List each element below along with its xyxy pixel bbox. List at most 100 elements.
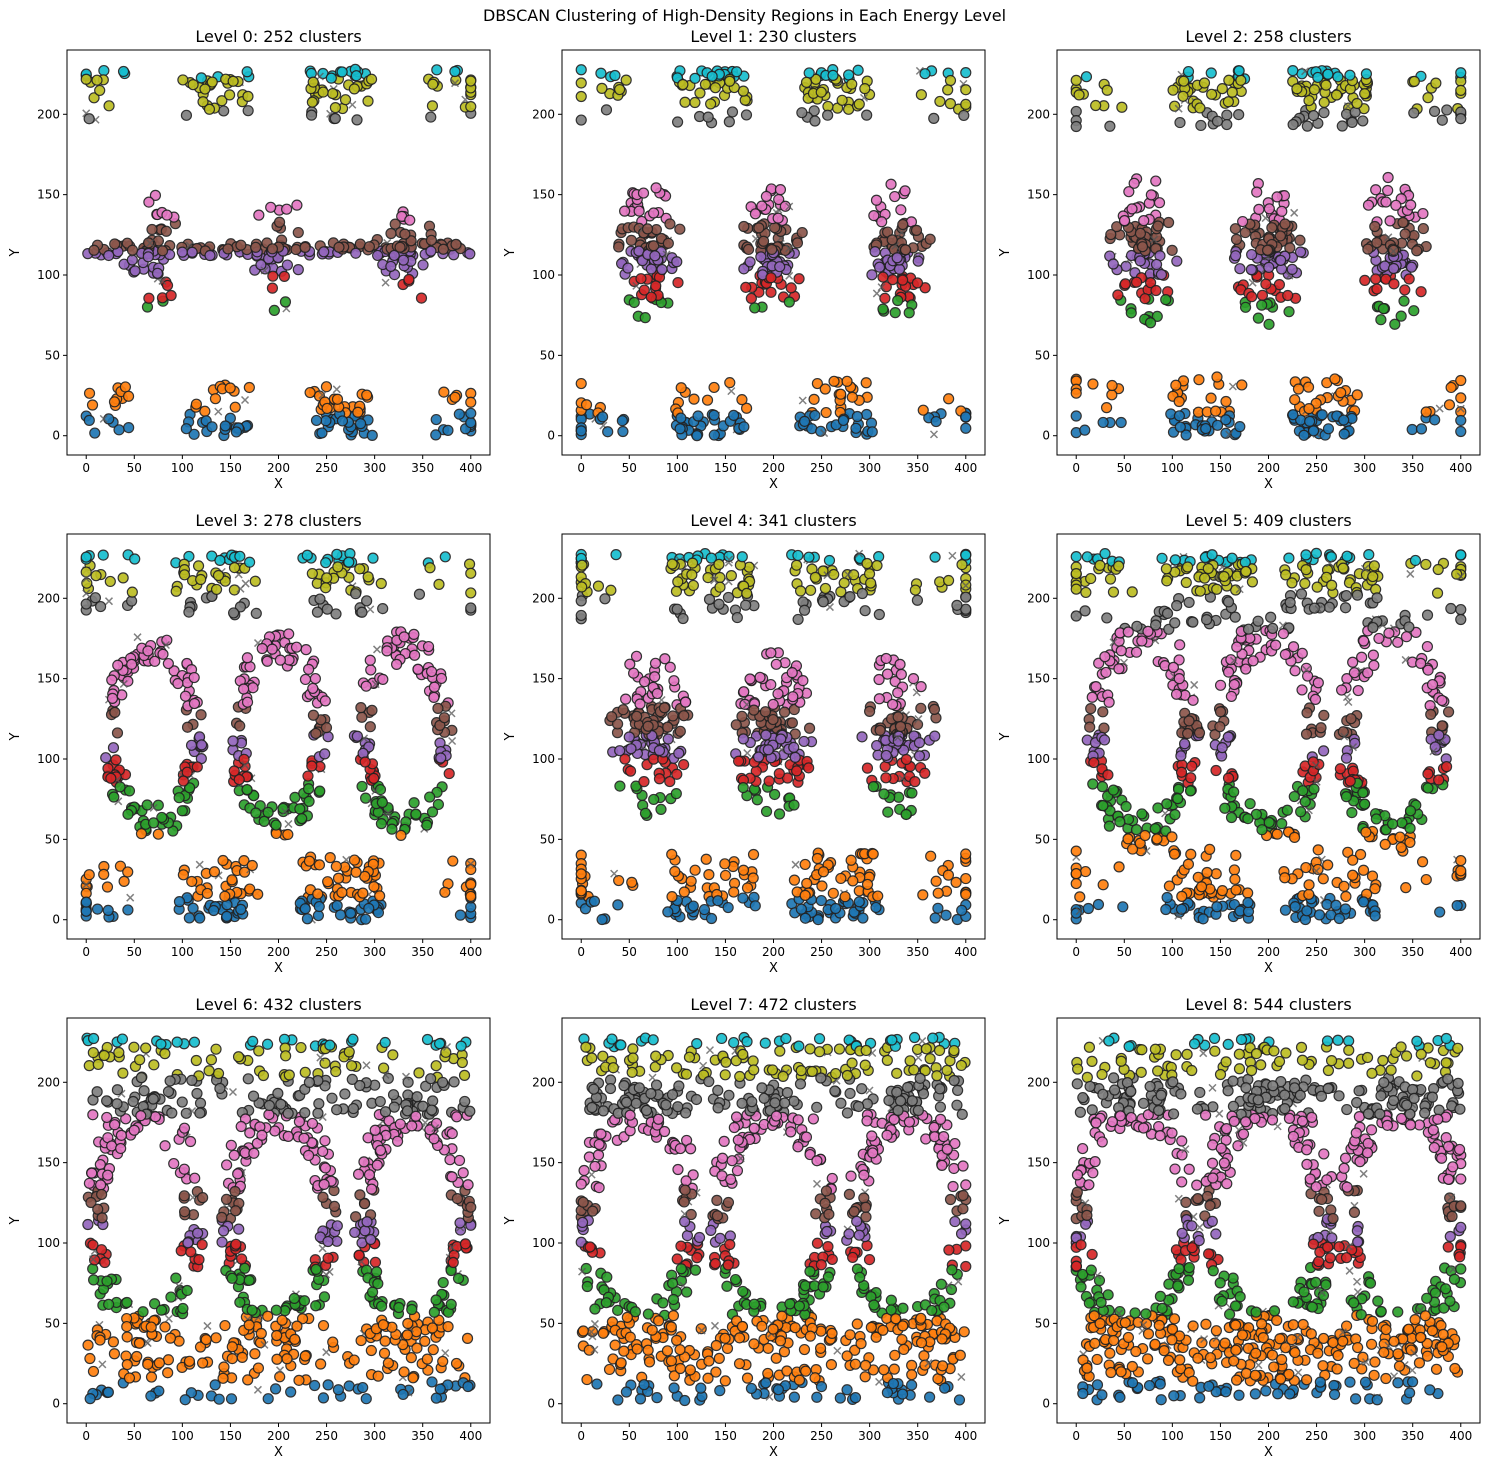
cluster-point xyxy=(960,549,972,561)
y-axis-label: Y xyxy=(8,732,23,741)
cluster-point xyxy=(633,205,645,217)
x-tick-label: 150 xyxy=(1209,461,1232,475)
cluster-point xyxy=(235,239,247,251)
x-tick-label: 400 xyxy=(1449,461,1472,475)
cluster-point xyxy=(243,381,255,394)
cluster-point xyxy=(943,393,955,405)
y-tick-label: 100 xyxy=(37,752,60,766)
noise-point xyxy=(820,429,829,438)
cluster-point xyxy=(1090,99,1102,112)
cluster-point xyxy=(348,1354,360,1366)
cluster-point xyxy=(886,698,899,710)
cluster-point xyxy=(1329,373,1341,385)
cluster-point xyxy=(655,803,667,816)
cluster-point xyxy=(1260,278,1272,290)
cluster-point xyxy=(413,1067,425,1079)
cluster-point xyxy=(143,196,155,208)
cluster-point xyxy=(1351,589,1364,601)
cluster-point xyxy=(1169,617,1181,629)
cluster-point xyxy=(374,890,386,902)
cluster-point xyxy=(1220,395,1232,408)
cluster-point xyxy=(747,848,760,861)
cluster-point xyxy=(1150,284,1162,297)
cluster-point xyxy=(108,1348,121,1360)
cluster-point xyxy=(1276,205,1288,217)
cluster-point xyxy=(143,292,155,304)
cluster-point xyxy=(929,730,941,742)
cluster-point xyxy=(1246,291,1258,303)
cluster-point xyxy=(694,87,706,99)
cluster-point xyxy=(1252,615,1264,627)
cluster-point xyxy=(1315,722,1327,734)
cluster-point xyxy=(320,582,332,594)
cluster-point xyxy=(1367,649,1379,661)
cluster-point xyxy=(812,913,824,926)
cluster-point xyxy=(306,567,318,580)
cluster-point xyxy=(819,383,831,395)
cluster-point xyxy=(1145,189,1157,201)
cluster-point xyxy=(129,553,141,565)
cluster-point xyxy=(425,111,437,123)
cluster-point xyxy=(347,1102,360,1115)
cluster-point xyxy=(94,600,107,613)
cluster-point xyxy=(1404,822,1416,834)
cluster-point xyxy=(1239,301,1252,313)
cluster-point xyxy=(1087,378,1099,390)
cluster-point xyxy=(1398,295,1410,307)
cluster-point xyxy=(1070,877,1082,890)
cluster-point xyxy=(767,713,779,726)
noise-point xyxy=(1151,636,1160,645)
cluster-point xyxy=(1313,909,1326,921)
x-tick-label: 0 xyxy=(577,945,585,959)
cluster-point xyxy=(1211,901,1223,913)
cluster-point xyxy=(318,1291,331,1303)
cluster-point xyxy=(738,263,750,275)
cluster-point xyxy=(892,711,904,723)
x-axis-label: X xyxy=(769,477,778,492)
noise-point xyxy=(188,1193,197,1202)
noise-point xyxy=(1142,846,1151,856)
cluster-point xyxy=(1150,258,1163,271)
cluster-point xyxy=(885,178,897,190)
cluster-point xyxy=(433,578,445,590)
noise-point xyxy=(1174,104,1183,113)
cluster-point xyxy=(188,1036,201,1048)
cluster-point xyxy=(109,238,121,250)
cluster-point xyxy=(1289,394,1301,406)
cluster-point xyxy=(753,222,765,234)
cluster-point xyxy=(250,241,262,253)
cluster-point xyxy=(708,381,720,394)
cluster-point xyxy=(1359,798,1371,810)
cluster-point xyxy=(140,1042,152,1054)
noise-point xyxy=(1456,404,1465,413)
cluster-point xyxy=(377,673,389,685)
cluster-point xyxy=(322,731,334,743)
cluster-point xyxy=(322,1379,334,1391)
cluster-point xyxy=(1318,107,1330,119)
cluster-point xyxy=(1289,665,1301,677)
cluster-point xyxy=(355,702,367,714)
cluster-point xyxy=(1357,896,1370,908)
noise-point xyxy=(798,396,807,405)
cluster-point xyxy=(86,399,99,411)
cluster-point xyxy=(86,1167,98,1179)
cluster-point xyxy=(1339,903,1352,915)
cluster-point xyxy=(224,89,236,101)
cluster-point xyxy=(602,426,614,438)
cluster-point xyxy=(265,201,277,213)
cluster-point xyxy=(364,721,376,733)
cluster-point xyxy=(170,1272,182,1284)
cluster-point xyxy=(740,281,752,293)
cluster-point xyxy=(299,1066,311,1078)
cluster-point xyxy=(247,682,259,694)
cluster-point xyxy=(107,742,120,754)
cluster-point xyxy=(1347,869,1359,881)
cluster-point xyxy=(1216,885,1228,897)
cluster-point xyxy=(1182,65,1195,78)
cluster-point xyxy=(809,115,821,127)
noise-point xyxy=(348,100,357,109)
noise-point xyxy=(146,239,155,248)
cluster-point xyxy=(1211,115,1224,127)
y-tick-label: 0 xyxy=(1042,429,1050,443)
cluster-point xyxy=(1230,233,1243,245)
